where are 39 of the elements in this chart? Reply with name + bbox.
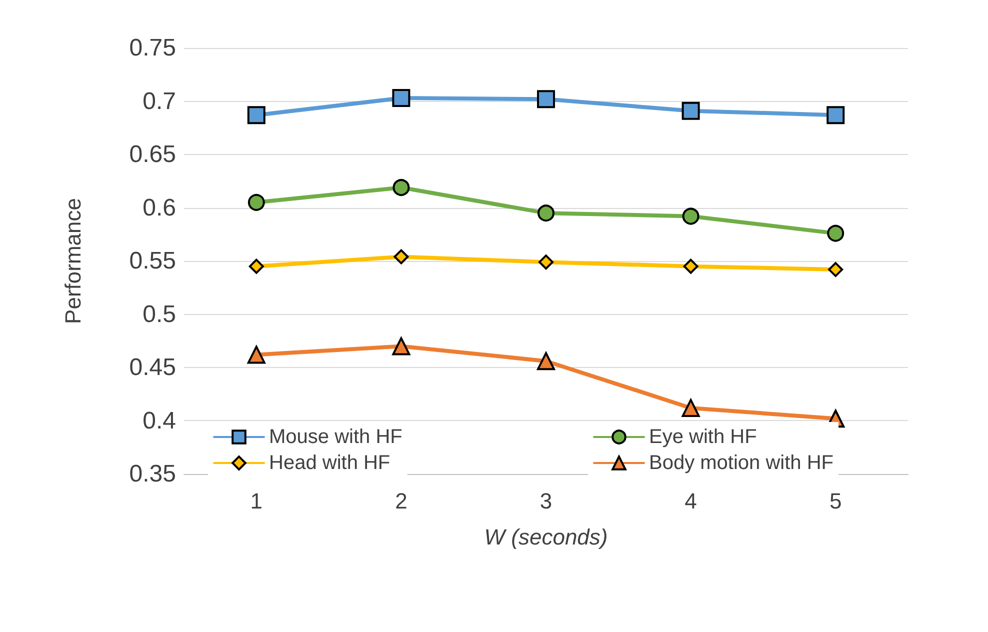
point — [248, 258, 264, 274]
x-tick-label: 5 — [829, 488, 842, 514]
point — [682, 102, 700, 120]
point — [826, 106, 845, 124]
point — [538, 254, 554, 270]
x-tick-label: 4 — [684, 488, 697, 514]
point — [248, 194, 265, 211]
x-axis-title: W (seconds) — [484, 524, 608, 550]
y-tick-label: 0.7 — [142, 88, 176, 115]
point — [392, 179, 410, 196]
point — [537, 90, 555, 108]
point — [682, 208, 700, 225]
legend-label: Eye with HF — [649, 426, 757, 448]
point — [537, 352, 555, 370]
point — [828, 262, 844, 278]
x-tick-label: 3 — [540, 488, 552, 514]
y-tick-label: 0.4 — [142, 407, 176, 434]
y-tick-label: 0.55 — [129, 248, 176, 274]
point — [683, 258, 698, 274]
legend-label: Body motion with HF — [649, 452, 834, 474]
y-axis-title: Performance — [60, 198, 86, 324]
x-tick-label: 2 — [395, 488, 408, 514]
point — [392, 89, 410, 108]
point — [538, 204, 554, 222]
point — [247, 346, 266, 364]
y-tick-label: 0.65 — [129, 141, 176, 168]
point — [827, 224, 844, 242]
point — [392, 337, 410, 356]
x-tick-label: 1 — [250, 488, 263, 514]
y-tick-label: 0.6 — [142, 194, 176, 222]
y-tick-label: 0.45 — [129, 354, 176, 381]
legend-label: Mouse with HF — [269, 426, 402, 448]
y-tick-label: 0.5 — [142, 300, 176, 328]
legend-label: Head with HF — [269, 452, 390, 474]
y-tick-label: 0.35 — [129, 460, 176, 488]
point — [394, 249, 409, 264]
point — [247, 106, 266, 124]
point — [682, 398, 700, 417]
y-tick-label: 0.75 — [129, 34, 176, 62]
